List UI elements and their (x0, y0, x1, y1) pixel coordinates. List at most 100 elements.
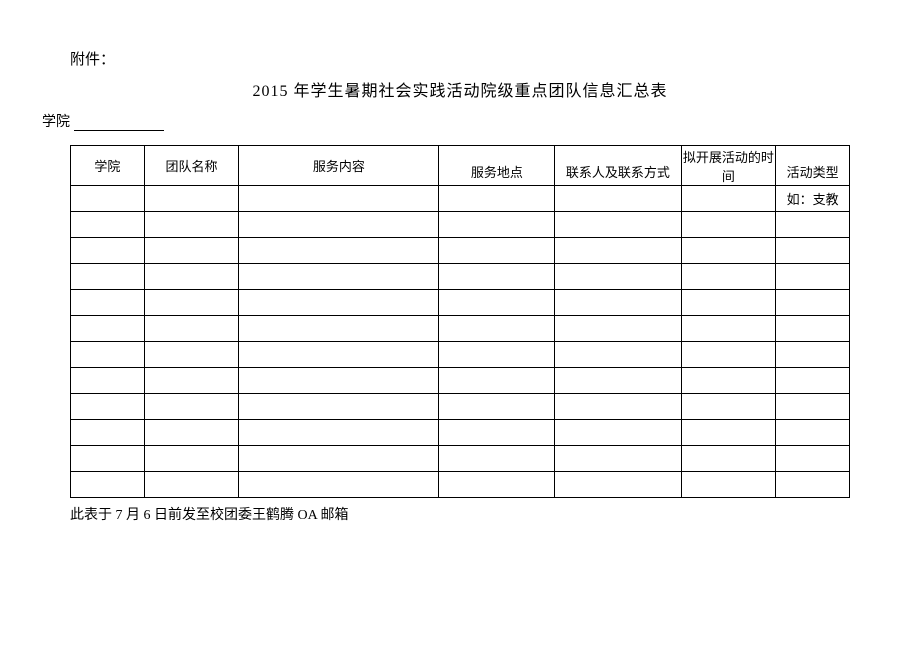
cell (681, 316, 776, 342)
cell (71, 238, 145, 264)
cell (555, 368, 681, 394)
table-row: 如：支教 (71, 186, 850, 212)
college-blank-underline (74, 117, 164, 131)
cell (681, 238, 776, 264)
cell (555, 446, 681, 472)
cell (555, 264, 681, 290)
table-row (71, 264, 850, 290)
table-body: 如：支教 (71, 186, 850, 498)
table-row (71, 238, 850, 264)
cell (555, 212, 681, 238)
cell (71, 368, 145, 394)
table-row (71, 212, 850, 238)
th-activity-type: 活动类型 (776, 146, 850, 186)
cell (776, 316, 850, 342)
cell (144, 212, 239, 238)
cell (681, 472, 776, 498)
cell (439, 394, 555, 420)
cell (71, 394, 145, 420)
college-line: 学院 (42, 111, 850, 131)
cell (776, 446, 850, 472)
cell (239, 368, 439, 394)
cell (71, 472, 145, 498)
cell (144, 446, 239, 472)
cell (239, 342, 439, 368)
cell (439, 420, 555, 446)
cell (555, 238, 681, 264)
cell (239, 394, 439, 420)
table-row (71, 316, 850, 342)
cell (681, 368, 776, 394)
cell (681, 342, 776, 368)
cell (144, 264, 239, 290)
cell (681, 264, 776, 290)
cell (144, 238, 239, 264)
cell (555, 186, 681, 212)
cell (439, 238, 555, 264)
cell (681, 394, 776, 420)
th-service-location: 服务地点 (439, 146, 555, 186)
th-college: 学院 (71, 146, 145, 186)
cell (239, 186, 439, 212)
cell (71, 342, 145, 368)
attachment-label: 附件： (70, 48, 850, 69)
cell (681, 446, 776, 472)
cell (439, 342, 555, 368)
cell (681, 420, 776, 446)
cell (439, 368, 555, 394)
cell (439, 264, 555, 290)
table-header-row: 学院 团队名称 服务内容 服务地点 联系人及联系方式 拟开展活动的时间 活动类型 (71, 146, 850, 186)
cell (71, 264, 145, 290)
cell (776, 290, 850, 316)
cell (239, 446, 439, 472)
cell (555, 472, 681, 498)
document-title: 2015 年学生暑期社会实践活动院级重点团队信息汇总表 (70, 77, 850, 101)
cell (555, 394, 681, 420)
cell (681, 186, 776, 212)
cell (144, 368, 239, 394)
cell (144, 290, 239, 316)
cell (555, 316, 681, 342)
cell (144, 186, 239, 212)
cell (776, 420, 850, 446)
cell (439, 212, 555, 238)
cell (144, 394, 239, 420)
th-service-content: 服务内容 (239, 146, 439, 186)
th-planned-time: 拟开展活动的时间 (681, 146, 776, 186)
cell (439, 186, 555, 212)
cell (239, 316, 439, 342)
cell (144, 316, 239, 342)
cell (439, 290, 555, 316)
cell (681, 212, 776, 238)
cell (439, 446, 555, 472)
cell (681, 290, 776, 316)
table-row (71, 342, 850, 368)
table-row (71, 446, 850, 472)
cell (776, 264, 850, 290)
cell (71, 420, 145, 446)
cell (71, 316, 145, 342)
cell (71, 212, 145, 238)
table-row (71, 290, 850, 316)
table-row (71, 472, 850, 498)
th-contact: 联系人及联系方式 (555, 146, 681, 186)
cell (555, 290, 681, 316)
cell (555, 420, 681, 446)
cell (439, 316, 555, 342)
cell (239, 420, 439, 446)
college-label: 学院 (42, 115, 70, 130)
cell (776, 342, 850, 368)
th-team-name: 团队名称 (144, 146, 239, 186)
cell (144, 420, 239, 446)
cell-activity-type-example: 如：支教 (776, 186, 850, 212)
cell (776, 394, 850, 420)
summary-table: 学院 团队名称 服务内容 服务地点 联系人及联系方式 拟开展活动的时间 活动类型… (70, 145, 850, 498)
document-page: 附件： 2015 年学生暑期社会实践活动院级重点团队信息汇总表 学院 学院 团队… (0, 0, 920, 524)
cell (144, 472, 239, 498)
cell (71, 446, 145, 472)
cell (71, 186, 145, 212)
table-row (71, 368, 850, 394)
table-row (71, 394, 850, 420)
cell (71, 290, 145, 316)
footnote: 此表于 7 月 6 日前发至校团委王鹤腾 OA 邮箱 (70, 504, 850, 524)
